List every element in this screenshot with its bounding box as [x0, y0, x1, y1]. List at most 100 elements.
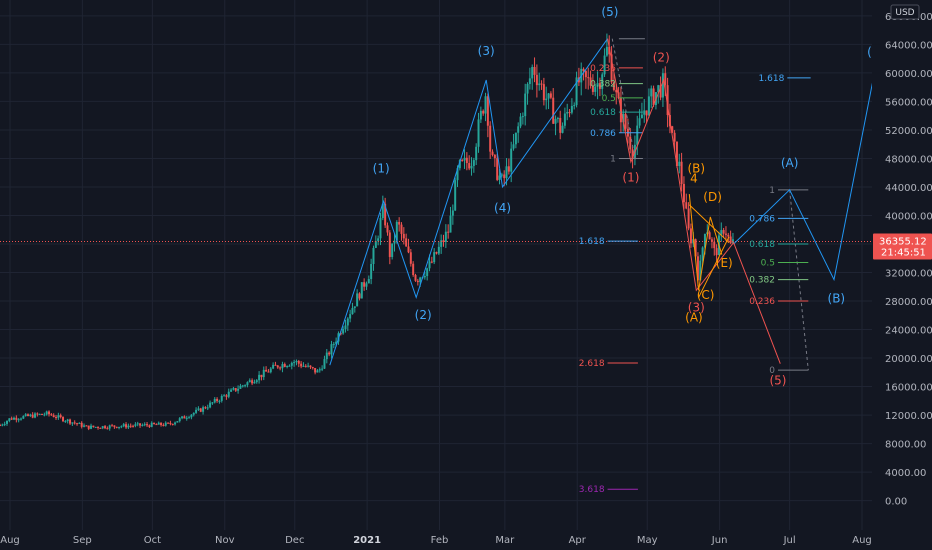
candle-body [687, 208, 690, 229]
candle-body [234, 388, 237, 391]
price-axis[interactable]: 0.00 4000.00 8000.00 12000.00 16000.00 20000.… [872, 0, 932, 550]
candle-body [10, 418, 13, 420]
candle-body [727, 234, 730, 237]
candle-body [202, 407, 205, 412]
candle-body [150, 422, 153, 427]
candle-body [624, 113, 627, 129]
candle-body [106, 428, 109, 430]
candle-body [134, 424, 137, 426]
candle-body [433, 252, 436, 263]
candle-body [213, 398, 216, 403]
candle-body [391, 243, 394, 257]
candle-body [139, 423, 142, 426]
candle-body [559, 117, 562, 133]
candle-body [426, 268, 429, 277]
wave-label: (2) [653, 51, 670, 65]
price-tick-label: 40000.00 [885, 211, 932, 222]
red-wave-line [607, 38, 781, 364]
time-tick-label: 2021 [353, 535, 381, 546]
candle-body [197, 408, 200, 410]
candle-body [461, 160, 464, 162]
wave-label: 4 [690, 172, 698, 186]
candle-body [0, 425, 1, 427]
candle-body [3, 423, 6, 425]
candle-body [486, 96, 489, 126]
wave-label: (B) [828, 291, 846, 305]
fib-top-label: 0.236 [590, 64, 616, 74]
candle-body [430, 261, 433, 263]
candle-body [78, 422, 81, 424]
blue-wave-line [329, 38, 609, 366]
candle-body [465, 157, 468, 164]
fib-ext-down-label: 2.618 [579, 359, 605, 369]
candle-body [255, 380, 258, 383]
wave-label: (5) [769, 373, 786, 387]
candle-body [601, 74, 604, 89]
candle-body [372, 247, 375, 265]
candle-body [66, 419, 69, 422]
candle-body [260, 374, 263, 378]
candle-body [318, 369, 321, 371]
candle-body [685, 202, 688, 209]
candle-body [155, 424, 158, 426]
candle-body [640, 114, 643, 119]
candle-body [192, 412, 195, 415]
candle-body [351, 307, 354, 315]
wave-label: (E) [716, 256, 733, 270]
candle-body [573, 105, 576, 107]
candle-body [244, 385, 247, 387]
candle-body [652, 88, 655, 106]
price-tick-label: 12000.00 [885, 411, 932, 422]
candle-body [449, 215, 452, 233]
candle-body [713, 241, 716, 249]
candle-body [171, 423, 174, 425]
wave-label: (C) [697, 288, 715, 302]
candle-body [300, 363, 303, 367]
price-tick-label: 24000.00 [885, 326, 932, 337]
time-tick-label: Mar [495, 535, 515, 546]
candle-body [563, 113, 566, 126]
triangle-lower-line [698, 236, 730, 298]
candle-body [183, 416, 186, 419]
candle-body [71, 422, 74, 424]
candle-body [239, 385, 242, 389]
candle-body [307, 365, 310, 367]
candle-body [367, 279, 370, 284]
candle-body [365, 283, 368, 287]
time-axis[interactable]: Aug Sep Oct Nov Dec 2021 Feb Mar Apr May Jun Jul Aug [0, 535, 872, 546]
candle-body [143, 424, 146, 426]
currency-badge[interactable] [890, 4, 920, 20]
candle-body [41, 413, 44, 415]
fib-top-label: 0.5 [602, 94, 616, 104]
candle-body [325, 352, 328, 360]
wave-label: (A) [685, 311, 703, 325]
candle-body [48, 411, 51, 415]
candle-body [185, 417, 188, 419]
candle-body [521, 116, 524, 118]
candle-body [694, 239, 697, 257]
candle-body [281, 364, 284, 369]
candle-body [533, 66, 536, 75]
candle-body [610, 54, 613, 83]
candle-body [370, 264, 373, 280]
candle-body [8, 418, 11, 421]
candle-body [554, 118, 557, 124]
candle-body [524, 93, 527, 117]
candle-body [538, 83, 541, 86]
wave-label: (1) [373, 162, 390, 176]
candle-body [444, 231, 447, 243]
candle-body [356, 293, 359, 307]
candle-body [496, 158, 499, 180]
candle-body [87, 425, 90, 429]
candle-body [253, 382, 256, 384]
candle-body [276, 365, 279, 368]
candle-body [227, 391, 230, 397]
price-axis-background [872, 0, 932, 550]
candle-body [90, 425, 93, 429]
fib-right-label: 1 [769, 186, 775, 196]
fib-right-label: 0 [769, 366, 775, 376]
candle-body [402, 233, 405, 239]
